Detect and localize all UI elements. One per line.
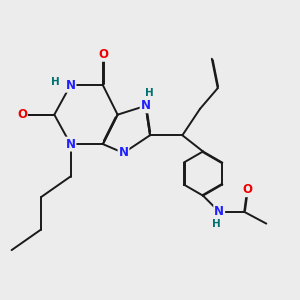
Text: N: N (65, 138, 76, 151)
Text: O: O (98, 48, 108, 61)
Text: O: O (242, 183, 252, 196)
Text: N: N (214, 205, 224, 218)
Text: O: O (17, 108, 27, 121)
Text: N: N (65, 79, 76, 92)
Text: N: N (118, 146, 128, 159)
Text: H: H (212, 219, 221, 229)
Text: H: H (145, 88, 154, 98)
Text: H: H (51, 77, 60, 87)
Text: N: N (141, 99, 151, 112)
